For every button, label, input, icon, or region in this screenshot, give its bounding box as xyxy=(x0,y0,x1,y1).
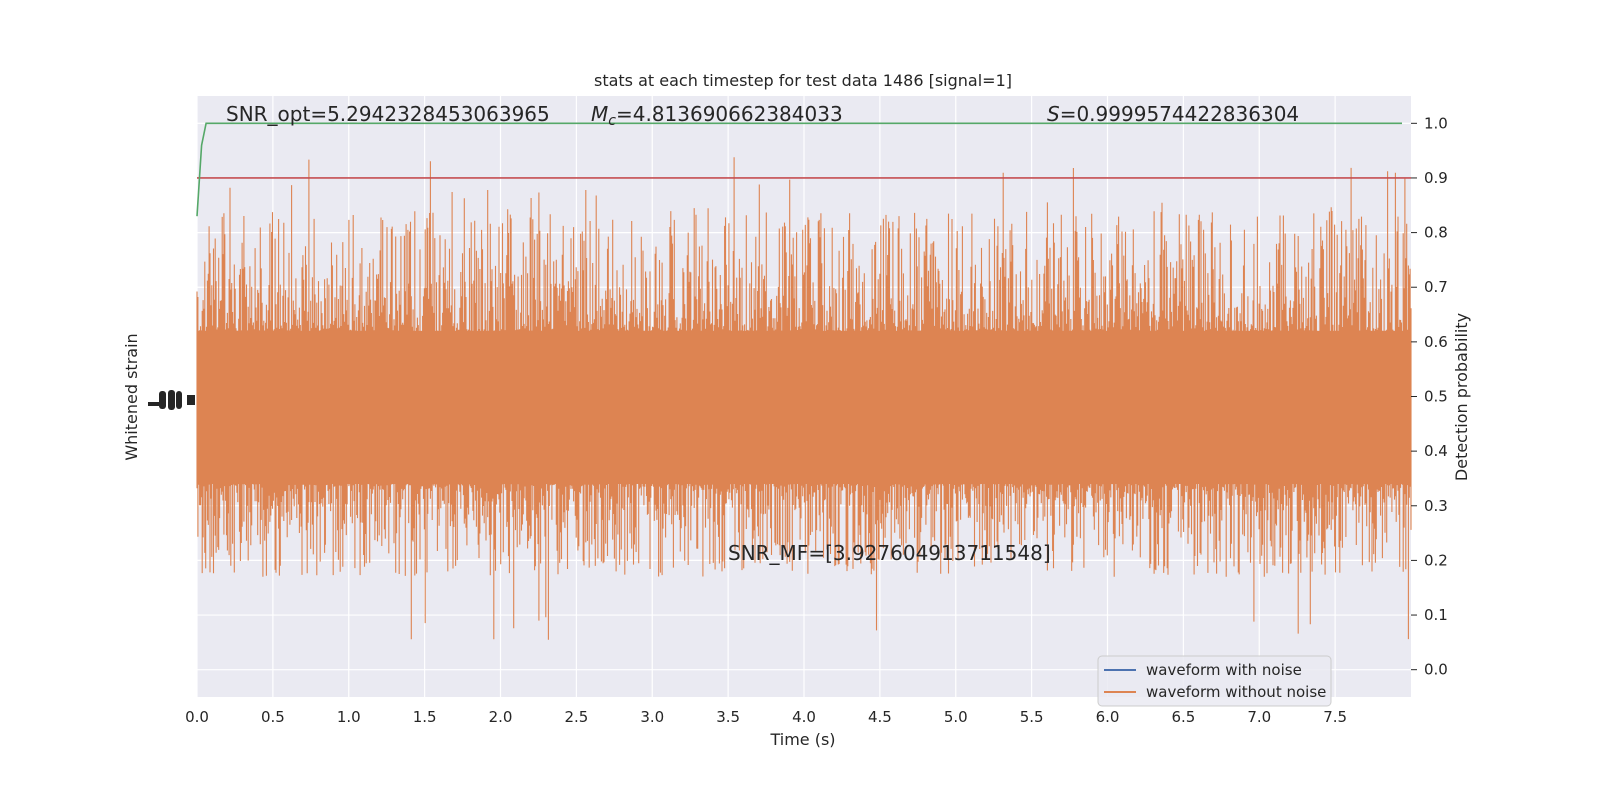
x-tick-label: 6.5 xyxy=(1171,708,1195,726)
legend-box xyxy=(1097,655,1332,707)
y-tick-label: 0.4 xyxy=(1424,442,1448,460)
waveform-without-noise-series xyxy=(196,157,1412,640)
chirp-mass-subscript: c xyxy=(608,113,616,129)
x-axis-ticks: 0.0 0.5 1.0 1.5 2.0 2.5 3.0 3.5 4.0 4.5 5.0 5.5 6.0 6… xyxy=(185,708,1347,726)
x-axis-title: Time (s) xyxy=(769,730,835,749)
statistic-value: =0.9999574422836304 xyxy=(1060,102,1299,126)
left-axis-overlapping-ticks xyxy=(148,390,195,410)
y-tick-label: 0.7 xyxy=(1424,278,1448,296)
chirp-mass-symbol: M xyxy=(591,102,608,126)
left-tick-blot xyxy=(187,395,195,405)
x-tick-label: 2.0 xyxy=(489,708,513,726)
x-tick-label: 6.0 xyxy=(1096,708,1120,726)
x-tick-label: 4.0 xyxy=(792,708,816,726)
y-tick-label: 0.9 xyxy=(1424,169,1448,187)
y-axis-right-ticks: 0.0 0.1 0.2 0.3 0.4 0.5 0.6 0.7 0.8 0.9 1.0 xyxy=(1411,114,1448,679)
annotation-statistic: S=0.9999574422836304 xyxy=(1047,102,1299,126)
y-tick-label: 0.8 xyxy=(1424,224,1448,242)
x-tick-label: 5.0 xyxy=(944,708,968,726)
y-tick-label: 0.1 xyxy=(1424,606,1448,624)
x-tick-label: 0.0 xyxy=(185,708,209,726)
y-tick-label: 0.6 xyxy=(1424,333,1448,351)
x-tick-label: 1.0 xyxy=(337,708,361,726)
x-tick-label: 3.5 xyxy=(716,708,740,726)
y-axis-right-title: Detection probability xyxy=(1452,313,1471,481)
left-tick-blot xyxy=(168,390,175,410)
x-tick-label: 4.5 xyxy=(868,708,892,726)
y-tick-label: 0.2 xyxy=(1424,551,1448,569)
x-tick-label: 7.5 xyxy=(1323,708,1347,726)
legend: waveform with noise waveform without noi… xyxy=(1097,655,1332,707)
y-axis-left-title: Whitened strain xyxy=(122,333,141,460)
probability-lines xyxy=(196,122,1411,217)
x-tick-label: 5.5 xyxy=(1020,708,1044,726)
x-tick-label: 0.5 xyxy=(261,708,285,726)
y-tick-label: 1.0 xyxy=(1424,114,1448,132)
left-tick-blot xyxy=(176,391,182,409)
chart-title: stats at each timestep for test data 148… xyxy=(594,71,1012,90)
x-tick-label: 3.0 xyxy=(640,708,664,726)
legend-label-without-noise: waveform without noise xyxy=(1146,683,1326,701)
x-tick-label: 1.5 xyxy=(413,708,437,726)
y-tick-label: 0.3 xyxy=(1424,497,1448,515)
legend-label-with-noise: waveform with noise xyxy=(1146,661,1302,679)
waveform-trace xyxy=(196,157,1412,640)
x-tick-label: 2.5 xyxy=(564,708,588,726)
annotation-snr-mf: SNR_MF=[3.927604913711548] xyxy=(728,541,1051,565)
statistic-symbol: S xyxy=(1047,102,1060,126)
chirp-mass-value: =4.813690662384033 xyxy=(616,102,843,126)
left-tick-blot xyxy=(159,391,166,409)
annotation-snr-opt: SNR_opt=5.2942328453063965 xyxy=(226,102,550,126)
annotation-chirp-mass: Mc=4.813690662384033 xyxy=(591,102,843,129)
left-tick-blot xyxy=(148,402,162,406)
y-tick-label: 0.0 xyxy=(1424,661,1448,679)
y-tick-label: 0.5 xyxy=(1424,388,1448,406)
probability-line xyxy=(196,122,1402,217)
x-tick-label: 7.0 xyxy=(1247,708,1271,726)
